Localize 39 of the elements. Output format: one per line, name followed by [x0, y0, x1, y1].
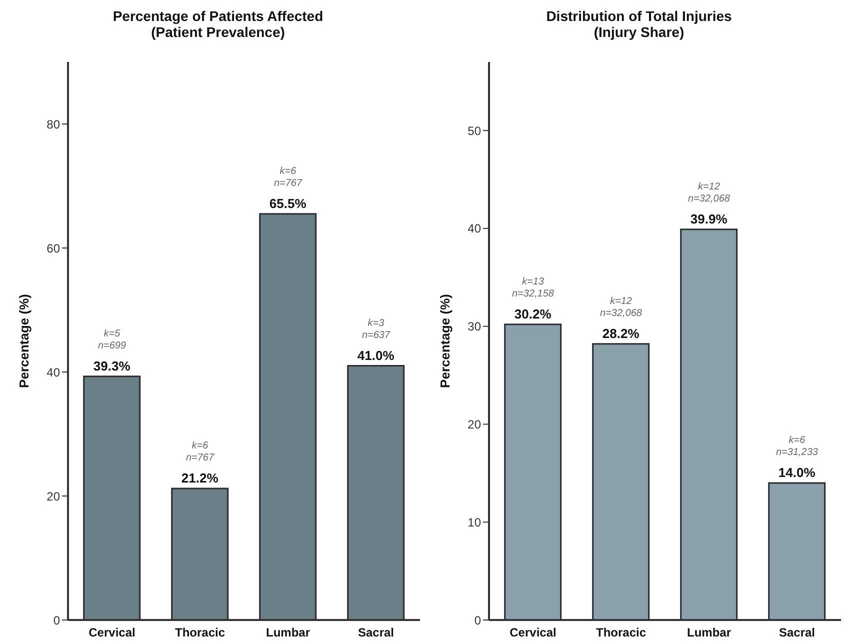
annotation: k=6 n=767: [186, 440, 214, 464]
annotation: k=3 n=637: [362, 318, 390, 341]
annotation: k=13 n=32,158: [512, 276, 554, 300]
data-label: 39.9%: [690, 211, 728, 226]
y-tick-label: 0: [53, 613, 60, 628]
x-tick-label: Thoracic: [174, 626, 226, 640]
annotation: k=12 n=32,068: [688, 181, 730, 204]
chart-title: Percentage of Patients Affected (Patient Prevalence): [112, 8, 324, 40]
data-label: 39.3%: [93, 358, 131, 374]
annotation: k=12 n=32,068: [600, 296, 642, 319]
y-tick-label: 30: [468, 320, 482, 334]
y-tick-label: 60: [46, 241, 60, 256]
y-axis-title: Percentage (%): [438, 294, 453, 388]
x-tick-label: Cervical: [510, 626, 556, 640]
annotation: k=6 n=767: [274, 166, 302, 189]
data-label: 28.2%: [602, 326, 640, 341]
annotation: k=5 n=699: [98, 328, 126, 352]
x-tick-label: Lumbar: [686, 626, 732, 640]
y-tick-label: 40: [46, 365, 60, 380]
data-label: 14.0%: [778, 464, 816, 480]
y-tick-label: 80: [46, 117, 60, 132]
data-label: 65.5%: [269, 196, 307, 211]
annotation: k=6 n=31,233: [776, 434, 818, 458]
y-tick-label: 10: [468, 515, 482, 530]
y-axis-title: Percentage (%): [16, 294, 32, 388]
y-tick-label: 20: [46, 489, 60, 504]
y-tick-label: 0: [474, 613, 482, 628]
x-tick-label: Sacral: [358, 626, 394, 640]
data-label: 30.2%: [514, 306, 552, 322]
chart-title: Distribution of Total Injuries (Injury Share): [545, 8, 733, 40]
x-tick-label: Cervical: [88, 626, 136, 640]
data-label: 21.2%: [181, 470, 219, 486]
x-tick-label: Thoracic: [596, 626, 646, 640]
x-tick-label: Sacral: [778, 626, 816, 640]
data-label: 41.0%: [357, 348, 395, 363]
y-tick-label: 40: [468, 222, 482, 236]
x-tick-label: Lumbar: [266, 626, 310, 640]
y-tick-label: 50: [468, 124, 482, 138]
y-tick-label: 20: [468, 417, 482, 432]
